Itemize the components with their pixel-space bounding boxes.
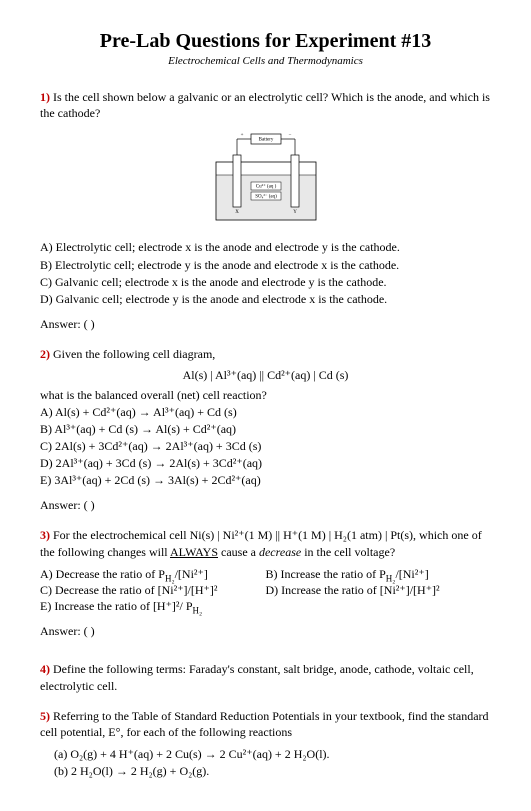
svg-text:+: + <box>240 133 243 138</box>
q1-text: Is the cell shown below a galvanic or an… <box>40 90 490 120</box>
q2-option-e: E) 3Al³⁺(aq) + 2Cd (s) → 3Al(s) + 2Cd²⁺(… <box>40 472 491 488</box>
battery-label: Battery <box>258 138 273 143</box>
electrode-y-label: Y <box>293 210 297 215</box>
q2-option-c: C) 2Al(s) + 3Cd²⁺(aq) → 2Al³⁺(aq) + 3Cd … <box>40 438 491 454</box>
q2-option-d: D) 2Al³⁺(aq) + 3Cd (s) → 2Al(s) + 3Cd²⁺(… <box>40 455 491 471</box>
q2-number: 2) <box>40 347 50 361</box>
q1-number: 1) <box>40 90 50 104</box>
q2-text-b: what is the balanced overall (net) cell … <box>40 387 491 403</box>
q5-sub-a: (a) O₂(g) + 4 H⁺(aq) + 2 Cu(s) → 2 Cu²⁺(… <box>54 746 491 762</box>
q2-text-a: Given the following cell diagram, <box>50 347 215 361</box>
question-4: 4) Define the following terms: Faraday's… <box>40 661 491 693</box>
q2-options: A) Al(s) + Cd²⁺(aq) → Al³⁺(aq) + Cd (s) … <box>40 404 491 489</box>
question-2: 2) Given the following cell diagram, <box>40 346 491 362</box>
q3-always: ALWAYS <box>170 545 218 559</box>
svg-text:−: − <box>288 133 291 138</box>
q1-option-b: B) Electrolytic cell; electrode y is the… <box>40 257 491 273</box>
q1-options: A) Electrolytic cell; electrode x is the… <box>40 239 491 307</box>
q3-options: A) Decrease the ratio of PH₂/[Ni²⁺] B) I… <box>40 566 491 615</box>
cell-diagram: Cu²⁺ (aq ) SO₄²⁻ (aq) X Y Battery + − <box>40 127 491 231</box>
q3-decrease: decrease <box>259 545 301 559</box>
question-5: 5) Referring to the Table of Standard Re… <box>40 708 491 740</box>
q2-answer: Answer: ( ) <box>40 498 491 513</box>
q4-number: 4) <box>40 662 50 676</box>
q5-subparts: (a) O₂(g) + 4 H⁺(aq) + 2 Cu(s) → 2 Cu²⁺(… <box>40 746 491 779</box>
diagram-label-top: Cu²⁺ (aq ) <box>255 184 276 190</box>
q1-option-d: D) Galvanic cell; electrode y is the ano… <box>40 291 491 307</box>
q1-option-c: C) Galvanic cell; electrode x is the ano… <box>40 274 491 290</box>
page-title: Pre-Lab Questions for Experiment #13 <box>40 30 491 53</box>
question-3: 3) For the electrochemical cell Ni(s) | … <box>40 527 491 559</box>
q5-sub-b: (b) 2 H₂O(l) → 2 H₂(g) + O₂(g). <box>54 763 491 779</box>
q3-option-d: D) Increase the ratio of [Ni²⁺]/[H⁺]² <box>266 582 492 598</box>
q3-option-b: B) Increase the ratio of PH₂/[Ni²⁺] <box>266 566 492 582</box>
q2-cell-diagram-line: Al(s) | Al³⁺(aq) || Cd²⁺(aq) | Cd (s) <box>40 368 491 383</box>
electrode-x-label: X <box>235 210 239 215</box>
q2-option-b: B) Al³⁺(aq) + Cd (s) → Al(s) + Cd²⁺(aq) <box>40 421 491 437</box>
q3-option-e: E) Increase the ratio of [H⁺]²/ PH₂ <box>40 598 266 614</box>
q3-text-b: cause a <box>218 545 259 559</box>
q5-number: 5) <box>40 709 50 723</box>
q1-option-a: A) Electrolytic cell; electrode x is the… <box>40 239 491 255</box>
diagram-label-bottom: SO₄²⁻ (aq) <box>255 194 277 200</box>
q3-text-c: in the cell voltage? <box>301 545 395 559</box>
q3-option-c: C) Decrease the ratio of [Ni²⁺]/[H⁺]² <box>40 582 266 598</box>
q4-text: Define the following terms: Faraday's co… <box>40 662 474 692</box>
q3-number: 3) <box>40 528 50 542</box>
q1-answer: Answer: ( ) <box>40 317 491 332</box>
q2-option-a: A) Al(s) + Cd²⁺(aq) → Al³⁺(aq) + Cd (s) <box>40 404 491 420</box>
page-subtitle: Electrochemical Cells and Thermodynamics <box>40 55 491 67</box>
q3-option-a: A) Decrease the ratio of PH₂/[Ni²⁺] <box>40 566 266 582</box>
question-1: 1) Is the cell shown below a galvanic or… <box>40 89 491 121</box>
q5-text: Referring to the Table of Standard Reduc… <box>40 709 489 739</box>
q3-answer: Answer: ( ) <box>40 624 491 639</box>
